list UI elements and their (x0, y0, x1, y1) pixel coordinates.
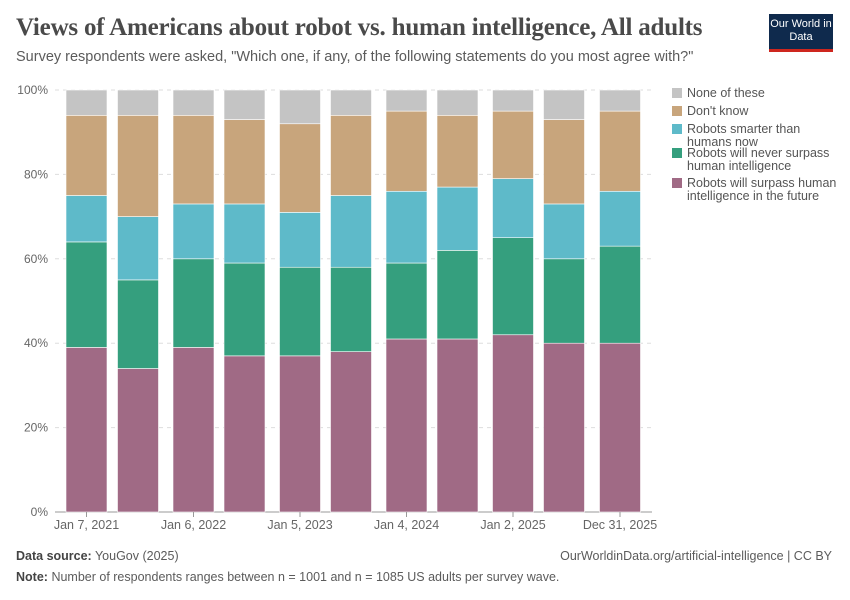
legend-label[interactable]: Don't know (687, 104, 749, 118)
legend-swatch[interactable] (672, 106, 682, 116)
legend-label-line: Robots smarter than (687, 122, 800, 136)
y-tick-label: 100% (17, 83, 48, 97)
bar-segment[interactable] (279, 89, 321, 125)
bar-segment[interactable] (492, 178, 534, 238)
legend-swatch[interactable] (672, 178, 682, 188)
bar-segment[interactable] (172, 347, 215, 513)
bar-segment[interactable] (543, 119, 585, 205)
bar-segment[interactable] (599, 89, 641, 112)
legend-label-line: Robots will surpass human (687, 176, 836, 190)
legend-label-line: Don't know (687, 104, 749, 118)
bar-segment[interactable] (223, 262, 266, 357)
bar-segment[interactable] (117, 216, 159, 281)
note: Note: Number of respondents ranges betwe… (16, 570, 559, 584)
bar-segment[interactable] (172, 89, 215, 116)
owid-logo[interactable]: Our World in Data (769, 14, 833, 52)
legend-label[interactable]: Robots will never surpass human intellige… (687, 146, 829, 173)
bar-segment[interactable] (599, 190, 641, 247)
x-tick-label: Jan 7, 2021 (54, 518, 119, 532)
legend-swatch[interactable] (672, 88, 682, 98)
bar-segment[interactable] (279, 123, 321, 213)
bar-segment[interactable] (543, 258, 585, 344)
bar-segment[interactable] (117, 279, 159, 369)
legend-label[interactable]: Robots will surpass human intelligence in… (687, 176, 836, 203)
legend-label-line: human intelligence (687, 159, 791, 173)
x-tick-label: Jan 4, 2024 (374, 518, 439, 532)
bar-segment[interactable] (492, 110, 534, 179)
y-tick-label: 60% (24, 252, 48, 266)
bar-segment[interactable] (543, 342, 585, 513)
bar-segment[interactable] (117, 89, 159, 116)
legend-label-line: intelligence in the future (687, 189, 819, 203)
logo-text: Our World in Data (770, 18, 832, 43)
bar-segment[interactable] (385, 190, 428, 264)
note-label: Note: (16, 570, 48, 584)
bar-segment[interactable] (330, 195, 372, 268)
chart-subtitle: Survey respondents were asked, "Which on… (16, 49, 694, 65)
bar-segment[interactable] (65, 241, 108, 348)
bar-segment[interactable] (543, 89, 585, 120)
bar-segment[interactable] (599, 342, 641, 513)
legend-label-line: None of these (687, 86, 765, 100)
bar-segment[interactable] (65, 347, 108, 513)
bar-segment[interactable] (65, 115, 108, 196)
bar-segment[interactable] (385, 110, 428, 192)
x-tick-label: Jan 2, 2025 (480, 518, 545, 532)
bar-segment[interactable] (172, 115, 215, 205)
chart-title: Views of Americans about robot vs. human… (16, 14, 703, 41)
bar-segment[interactable] (223, 119, 266, 205)
bar-segment[interactable] (330, 115, 372, 196)
bar-segment[interactable] (436, 115, 479, 188)
source-url[interactable]: OurWorldinData.org/artificial-intelligen… (560, 549, 832, 563)
y-tick-label: 0% (31, 505, 49, 519)
bar-segment[interactable] (117, 115, 159, 217)
bar-segment[interactable] (385, 89, 428, 112)
bar-segment[interactable] (436, 250, 479, 340)
bar-segment[interactable] (223, 355, 266, 513)
bar-segment[interactable] (117, 368, 159, 513)
x-tick-label: Dec 31, 2025 (583, 518, 657, 532)
legend-label[interactable]: Robots smarter than humans now (687, 122, 800, 149)
y-tick-label: 20% (24, 421, 48, 435)
bar-segment[interactable] (65, 195, 108, 243)
bar-segment[interactable] (65, 89, 108, 116)
bar-segment[interactable] (599, 110, 641, 192)
bar-segment[interactable] (223, 89, 266, 120)
note-text: Number of respondents ranges between n =… (51, 570, 560, 584)
bar-segment[interactable] (492, 237, 534, 336)
bar-segment[interactable] (492, 89, 534, 112)
data-source: Data source: YouGov (2025) (16, 549, 179, 563)
bar-segment[interactable] (436, 89, 479, 116)
bar-segment[interactable] (330, 351, 372, 513)
bar-segment[interactable] (330, 266, 372, 352)
bar-segment[interactable] (599, 245, 641, 344)
legend-label-line: Robots will never surpass (687, 146, 829, 160)
bar-segment[interactable] (279, 212, 321, 268)
bar-segment[interactable] (172, 203, 215, 260)
bar-segment[interactable] (330, 89, 372, 116)
x-tick-label: Jan 6, 2022 (161, 518, 226, 532)
bar-segment[interactable] (543, 203, 585, 260)
legend-label[interactable]: None of these (687, 86, 765, 100)
y-tick-label: 80% (24, 167, 48, 181)
bar-segment[interactable] (385, 262, 428, 340)
bar-segment[interactable] (436, 338, 479, 513)
legend-swatch[interactable] (672, 148, 682, 158)
y-tick-label: 40% (24, 336, 48, 350)
bar-segment[interactable] (436, 186, 479, 251)
x-tick-label: Jan 5, 2023 (267, 518, 332, 532)
bar-segment[interactable] (223, 203, 266, 264)
source-text[interactable]: YouGov (2025) (94, 549, 179, 563)
source-label: Data source: (16, 549, 92, 563)
bar-segment[interactable] (385, 338, 428, 513)
legend-swatch[interactable] (672, 124, 682, 134)
bar-segment[interactable] (279, 266, 321, 357)
bar-segment[interactable] (492, 334, 534, 513)
bar-segment[interactable] (172, 258, 215, 348)
bar-segment[interactable] (279, 355, 321, 513)
legend-label-line: humans now (687, 135, 759, 149)
